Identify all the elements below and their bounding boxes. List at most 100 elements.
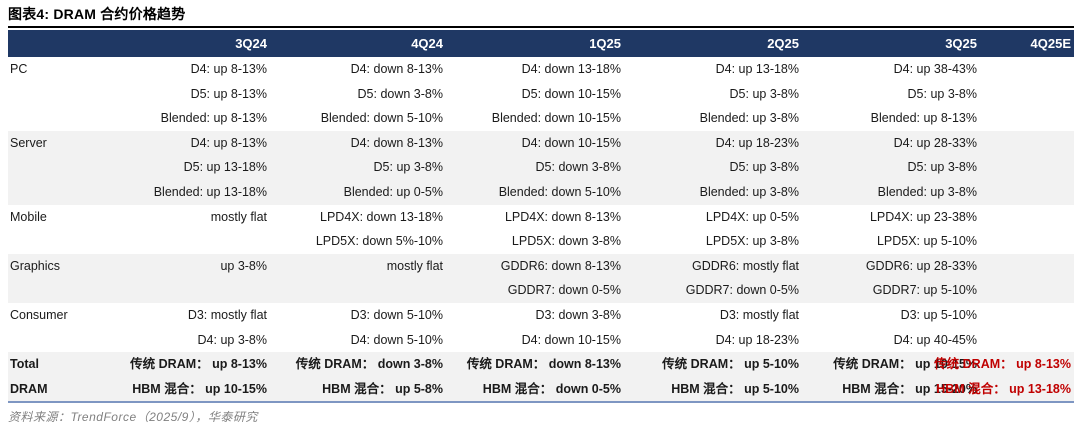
cell-line: LPD4X: up 0-5% <box>705 209 799 224</box>
cell-pc-3q24: D4: up 8-13% D5: up 8-13% Blended: up 8-13… <box>94 57 270 131</box>
cell-line: HBM 混合： down 0-5% <box>482 381 621 396</box>
cell-line: 传统 DRAM： down 3-8% <box>295 357 443 372</box>
cell-mobile-2q25: LPD4X: up 0-5% LPD5X: up 3-8% <box>624 205 802 254</box>
cell-line: Blended: down 10-15% <box>491 111 621 126</box>
cell-line: LPD5X: up 3-8% <box>705 234 799 249</box>
cell-line: 传统 DRAM： up 8-13% <box>130 357 267 372</box>
row-label-graphics: Graphics <box>8 254 94 303</box>
cell-total-3q25: 传统 DRAM： up 10-15% HBM 混合： up 15-20% <box>802 352 980 404</box>
source-note: 资料来源：TrendForce（2025/9），华泰研究 <box>8 410 258 425</box>
title-divider <box>8 26 1074 28</box>
column-header-2q25: 2Q25 <box>624 30 802 57</box>
cell-line: Total <box>10 357 39 372</box>
cell-line: Blended: up 8-13% <box>870 111 977 126</box>
cell-line: D5: up 3-8% <box>907 160 977 175</box>
row-label-text: Mobile <box>10 209 47 224</box>
cell-server-2q25: D4: up 18-23% D5: up 3-8% Blended: up 3-8% <box>624 131 802 205</box>
table-body: PC D4: up 8-13% D5: up 8-13% Blended: up 8-… <box>8 57 1074 404</box>
cell-consumer-4q24: D3: down 5-10% D4: down 5-10% <box>270 303 446 352</box>
cell-line: D4: up 18-23% <box>715 135 799 150</box>
row-graphics: Graphics up 3-8% mostly flat GDDR6: down 8-… <box>8 253 1074 303</box>
column-header-3q24: 3Q24 <box>94 30 270 57</box>
cell-line: mostly flat <box>386 258 443 273</box>
cell-line: HBM 混合： up 10-15% <box>132 381 267 396</box>
cell-graphics-2q25: GDDR6: mostly flat GDDR7: down 0-5% <box>624 254 802 303</box>
cell-line: GDDR6: down 8-13% <box>500 258 621 273</box>
dram-price-table: 3Q24 4Q24 1Q25 2Q25 3Q25 4Q25E PC D4: up 8-13%… <box>8 30 1074 404</box>
row-label-text: Server <box>10 135 47 150</box>
cell-line: Blended: down 5-10% <box>498 184 621 199</box>
cell-line: D4: down 8-13% <box>350 62 443 76</box>
cell-line: D4: up 8-13% <box>190 135 267 150</box>
cell-line: D5: up 3-8% <box>373 160 443 175</box>
row-label-total-dram: Total DRAM <box>8 352 94 404</box>
cell-line: D4: up 3-8% <box>197 332 267 347</box>
cell-line: D4: down 8-13% <box>350 135 443 150</box>
cell-line: D5: up 3-8% <box>729 160 799 175</box>
cell-server-4q24: D4: down 8-13% D5: up 3-8% Blended: up 0-5… <box>270 131 446 205</box>
cell-line: HBM 混合： up 13-18% <box>936 381 1071 396</box>
cell-pc-4q25e <box>980 57 1074 131</box>
cell-consumer-2q25: D3: mostly flat D4: up 18-23% <box>624 303 802 352</box>
cell-line: D4: up 28-33% <box>893 135 977 150</box>
cell-line: HBM 混合： up 5-10% <box>671 381 799 396</box>
cell-mobile-4q25e <box>980 205 1074 254</box>
cell-line: D4: down 13-18% <box>521 62 621 76</box>
cell-line: D3: mostly flat <box>719 307 799 322</box>
column-header-3q25: 3Q25 <box>802 30 980 57</box>
row-label-text: PC <box>10 62 28 76</box>
column-header-corner <box>8 30 94 57</box>
row-label-server: Server <box>8 131 94 205</box>
cell-line: D4: up 18-23% <box>715 332 799 347</box>
cell-total-4q24: 传统 DRAM： down 3-8% HBM 混合： up 5-8% <box>270 352 446 404</box>
row-total-dram: Total DRAM 传统 DRAM： up 8-13% HBM 混合： up 10-… <box>8 352 1074 404</box>
cell-line: D5: down 3-8% <box>357 86 443 101</box>
cell-total-3q24: 传统 DRAM： up 8-13% HBM 混合： up 10-15% <box>94 352 270 404</box>
cell-line: DRAM <box>10 381 48 396</box>
cell-line: D3: down 5-10% <box>350 307 443 322</box>
column-header-1q25: 1Q25 <box>446 30 624 57</box>
cell-line: LPD5X: up 5-10% <box>876 234 977 249</box>
cell-consumer-3q25: D3: up 5-10% D4: up 40-45% <box>802 303 980 352</box>
cell-line: 传统 DRAM： up 5-10% <box>662 357 799 372</box>
cell-graphics-4q25e <box>980 254 1074 303</box>
cell-line: D4: up 40-45% <box>893 332 977 347</box>
cell-mobile-1q25: LPD4X: down 8-13% LPD5X: down 3-8% <box>446 205 624 254</box>
cell-pc-1q25: D4: down 13-18% D5: down 10-15% Blended: d… <box>446 57 624 131</box>
cell-line: LPD4X: up 23-38% <box>869 209 977 224</box>
cell-server-3q25: D4: up 28-33% D5: up 3-8% Blended: up 3-8% <box>802 131 980 205</box>
cell-line: 传统 DRAM： up 8-13% <box>934 357 1071 372</box>
row-label-text: Graphics <box>10 258 61 273</box>
row-label-consumer: Consumer <box>8 303 94 352</box>
cell-line: D5: down 3-8% <box>535 160 621 175</box>
cell-line: D3: mostly flat <box>187 307 267 322</box>
cell-pc-4q24: D4: down 8-13% D5: down 3-8% Blended: down… <box>270 57 446 131</box>
cell-line: D4: up 8-13% <box>190 62 267 76</box>
cell-consumer-1q25: D3: down 3-8% D4: down 10-15% <box>446 303 624 352</box>
cell-line: 传统 DRAM： down 8-13% <box>466 357 621 372</box>
cell-line: D4: down 5-10% <box>350 332 443 347</box>
cell-pc-3q25: D4: up 38-43% D5: up 3-8% Blended: up 8-13… <box>802 57 980 131</box>
cell-line: LPD5X: down 3-8% <box>511 234 621 249</box>
cell-pc-2q25: D4: up 13-18% D5: up 3-8% Blended: up 3-8% <box>624 57 802 131</box>
row-consumer: Consumer D3: mostly flat D4: up 3-8% D3: do… <box>8 303 1074 352</box>
cell-line: D5: up 3-8% <box>907 86 977 101</box>
header-row: 3Q24 4Q24 1Q25 2Q25 3Q25 4Q25E <box>8 30 1074 57</box>
cell-line: D3: up 5-10% <box>900 307 977 322</box>
cell-line: GDDR6: mostly flat <box>692 258 799 273</box>
figure-title: 图表4: DRAM 合约价格趋势 <box>8 6 186 22</box>
cell-line: D5: up 13-18% <box>183 160 267 175</box>
row-mobile: Mobile mostly flat LPD4X: down 13-18% LPD5X… <box>8 205 1074 254</box>
cell-line: up 3-8% <box>220 258 267 273</box>
column-header-4q24: 4Q24 <box>270 30 446 57</box>
cell-line: D5: up 8-13% <box>190 86 267 101</box>
cell-line: mostly flat <box>210 209 267 224</box>
cell-mobile-3q24: mostly flat <box>94 205 270 254</box>
cell-total-2q25: 传统 DRAM： up 5-10% HBM 混合： up 5-10% <box>624 352 802 404</box>
cell-total-1q25: 传统 DRAM： down 8-13% HBM 混合： down 0-5% <box>446 352 624 404</box>
table-header: 3Q24 4Q24 1Q25 2Q25 3Q25 4Q25E <box>8 30 1074 57</box>
cell-line: HBM 混合： up 15-20% <box>842 381 977 396</box>
cell-mobile-4q24: LPD4X: down 13-18% LPD5X: down 5%-10% <box>270 205 446 254</box>
row-label-mobile: Mobile <box>8 205 94 254</box>
